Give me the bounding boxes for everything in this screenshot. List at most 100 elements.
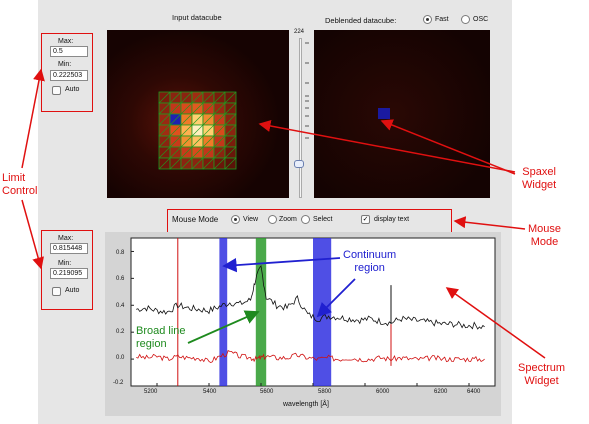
- mode-select-label: Select: [313, 216, 333, 223]
- mode-zoom-radio[interactable]: [268, 215, 277, 224]
- max-label-bottom: Max:: [58, 235, 74, 242]
- wavelength-slider-thumb[interactable]: [294, 160, 304, 168]
- spaxel-hatch: [191, 157, 204, 170]
- x-tick-5: 6200: [434, 389, 448, 395]
- limit-control-bottom-box: [41, 230, 93, 310]
- spaxel-hatch: [158, 157, 171, 170]
- spaxel-hatch: [213, 113, 226, 126]
- y-tick-4: 0.0: [116, 355, 125, 361]
- continuum-region-label: Continuum region: [343, 249, 397, 274]
- spaxel-hatch: [224, 146, 237, 159]
- spaxel-hatch: [224, 124, 237, 137]
- spaxel-hatch: [180, 113, 193, 126]
- spaxel-hatch: [169, 102, 182, 115]
- y-tick-1: 0.6: [116, 276, 125, 282]
- spaxel-hatch: [202, 124, 215, 137]
- spaxel-hatch: [202, 135, 215, 148]
- spaxel-hatch: [169, 124, 182, 137]
- y-tick-2: 0.4: [116, 303, 125, 309]
- wavelength-slider-track[interactable]: [299, 38, 302, 198]
- spectrum-widget-annotation: Spectrum Widget: [518, 362, 566, 387]
- deblend-fast-radio[interactable]: [423, 15, 432, 24]
- spaxel-hatch: [202, 113, 215, 126]
- display-text-label: display text: [374, 216, 410, 223]
- spaxel-grid: [158, 91, 237, 170]
- mode-select-radio[interactable]: [301, 215, 310, 224]
- deblend-osc-label: OSC: [473, 16, 489, 23]
- spaxel-hatch: [158, 146, 171, 159]
- spaxel-hatch: [213, 146, 226, 159]
- spaxel-hatch: [180, 102, 193, 115]
- residual-line: [136, 350, 485, 364]
- mode-view-label: View: [243, 216, 259, 223]
- y-tick-5: -0.2: [113, 380, 124, 386]
- deblended-datacube-title: Deblended datacube:: [325, 16, 397, 25]
- spaxel-hatch: [158, 102, 171, 115]
- spaxel-hatch: [180, 91, 193, 104]
- spaxel-hatch: [180, 135, 193, 148]
- display-text-checkbox[interactable]: ✓: [361, 215, 370, 224]
- spaxel-hatch: [202, 146, 215, 159]
- spaxel-hatch: [158, 124, 171, 137]
- spaxel-hatch: [224, 91, 237, 104]
- deblend-fast-label: Fast: [435, 16, 449, 23]
- region-band-continuum: [313, 238, 332, 386]
- mouse-mode-annotation: Mouse Mode: [528, 223, 562, 248]
- x-tick-3: 5800: [318, 389, 332, 395]
- spaxel-hatch: [180, 124, 193, 137]
- region-band-continuum: [219, 238, 228, 386]
- auto-checkbox-top[interactable]: [52, 86, 61, 95]
- x-tick-1: 5400: [203, 389, 217, 395]
- spaxel-hatch: [202, 157, 215, 170]
- min-label-top: Min:: [58, 61, 72, 68]
- spaxel-hatch: [158, 91, 171, 104]
- auto-label-bottom: Auto: [65, 287, 80, 294]
- auto-checkbox-bottom[interactable]: [52, 287, 61, 296]
- spaxel-hatch: [191, 146, 204, 159]
- spaxel-hatch: [202, 91, 215, 104]
- deblend-osc-radio[interactable]: [461, 15, 470, 24]
- x-tick-4: 6000: [376, 389, 390, 395]
- spaxel-hatch: [213, 91, 226, 104]
- spaxel-hatch: [191, 113, 204, 126]
- spaxel-hatch: [180, 157, 193, 170]
- spaxel-hatch: [224, 113, 237, 126]
- input-datacube-title: Input datacube: [172, 13, 222, 22]
- auto-label-top: Auto: [65, 86, 80, 93]
- mode-zoom-label: Zoom: [279, 216, 297, 223]
- slider-ticks: [305, 42, 309, 139]
- spaxel-hatch: [224, 102, 237, 115]
- min-label-bottom: Min:: [58, 260, 72, 267]
- x-tick-0: 5200: [144, 389, 158, 395]
- spaxel-hatch: [213, 157, 226, 170]
- spaxel-hatch: [158, 113, 171, 126]
- spaxel-hatch: [213, 135, 226, 148]
- y-tick-0: 0.8: [116, 250, 125, 256]
- spaxel-widget-annotation: Spaxel Widget: [522, 166, 557, 191]
- max-label-top: Max:: [58, 38, 74, 45]
- spaxel-hatch: [191, 124, 204, 137]
- input-datacube-image[interactable]: [107, 30, 289, 198]
- max-field-bottom[interactable]: 0.815448: [50, 243, 88, 254]
- min-field-top[interactable]: 0.222503: [50, 70, 88, 81]
- spaxel-hatch: [191, 135, 204, 148]
- broad-line-region-label: Broad line region: [136, 325, 186, 350]
- spaxel-hatch: [191, 102, 204, 115]
- max-field-top[interactable]: 0.5: [50, 46, 88, 57]
- spaxel-hatch: [180, 146, 193, 159]
- selected-spaxel-marker: [378, 108, 390, 119]
- slider-top-label: 224: [294, 29, 305, 35]
- region-band-broad_line: [255, 238, 267, 386]
- spaxel-hatch: [169, 113, 182, 126]
- spectrum-line: [136, 264, 485, 330]
- x-axis-label: wavelength [Å]: [283, 401, 329, 408]
- spaxel-hatch: [224, 157, 237, 170]
- mode-view-radio[interactable]: [231, 215, 240, 224]
- spaxel-hatch: [202, 102, 215, 115]
- deblended-datacube-image[interactable]: [314, 30, 490, 198]
- min-field-bottom[interactable]: 0.219095: [50, 268, 88, 279]
- spaxel-hatch: [158, 135, 171, 148]
- spaxel-hatch: [169, 135, 182, 148]
- spaxel-hatch: [213, 124, 226, 137]
- spaxel-hatch: [169, 146, 182, 159]
